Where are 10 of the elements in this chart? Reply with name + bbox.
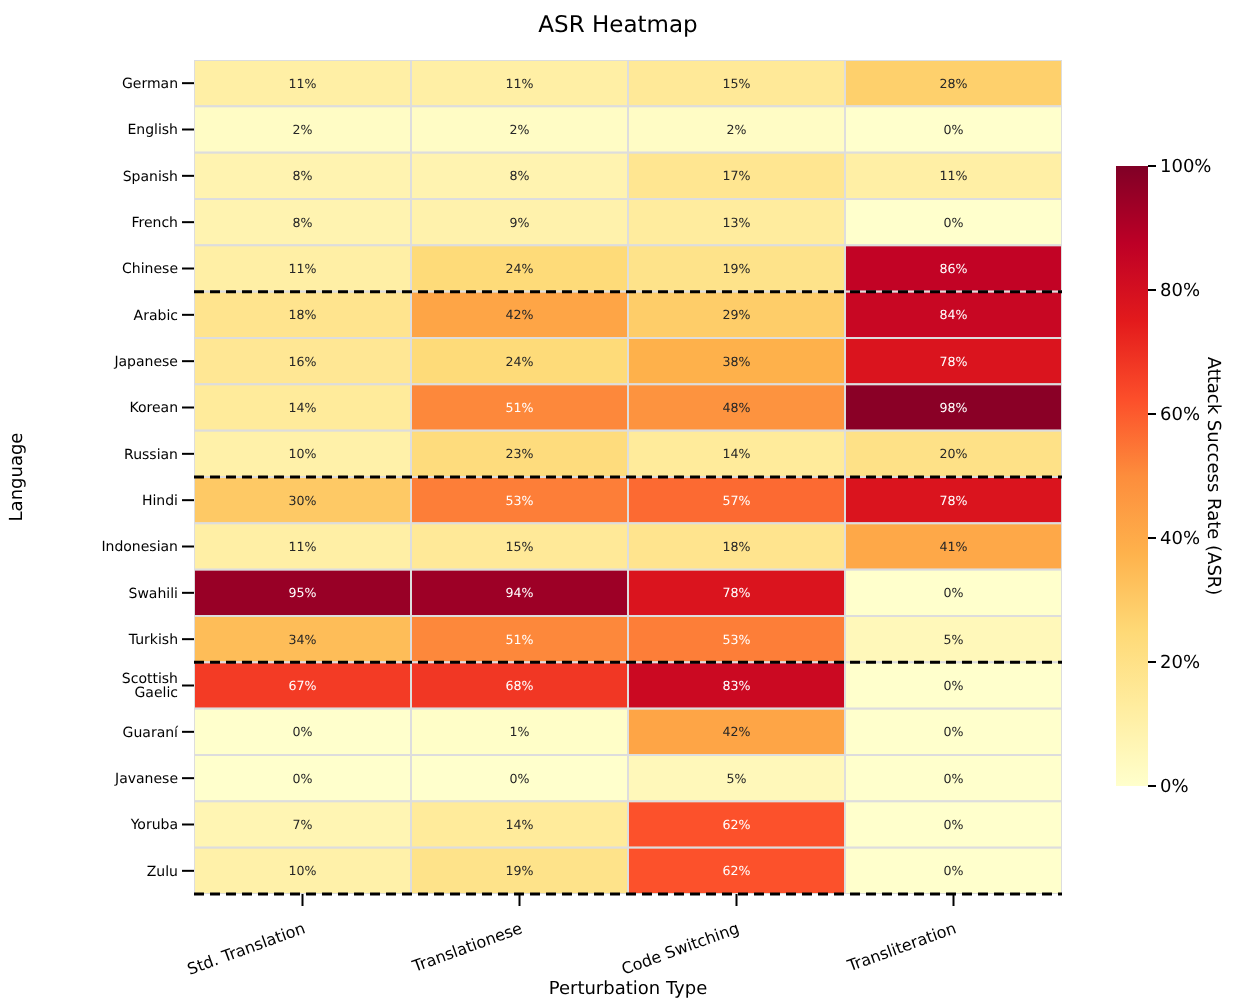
color-bar-label: 20% (1160, 654, 1201, 675)
color-bar-title: Attack Success Rate (ASR) (1202, 356, 1222, 596)
color-bar-label: 80% (1160, 282, 1201, 303)
color-bar-label: 40% (1160, 530, 1201, 551)
color-bar-label: 60% (1160, 406, 1201, 427)
color-bar-label: 0% (1160, 778, 1190, 799)
y-axis-title: Language (8, 431, 29, 522)
chart-title: ASR Heatmap (536, 10, 700, 38)
color-bar-label: 100% (1160, 158, 1213, 179)
x-axis-title: Perturbation Type (548, 980, 709, 1000)
